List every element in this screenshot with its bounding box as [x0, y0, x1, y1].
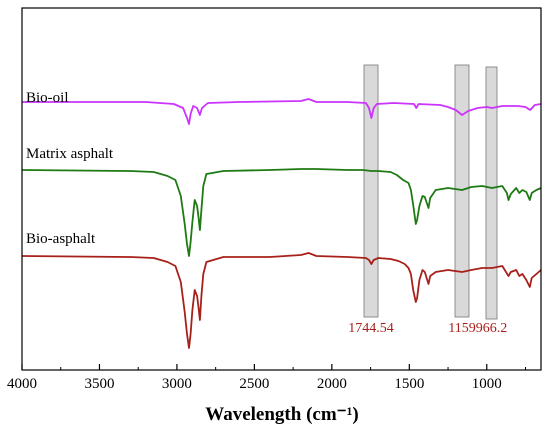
- series-labels: Bio-oil Matrix asphalt Bio-asphalt: [26, 90, 114, 247]
- x-tick-label-3500: 3500: [84, 376, 114, 392]
- series-label-bio-asphalt: Bio-asphalt: [26, 231, 96, 247]
- band-label-0: 1744.54: [348, 321, 394, 336]
- series-line-bio-oil: [22, 98, 542, 125]
- x-tick-label-3000: 3000: [162, 376, 192, 392]
- band-label-1: 1159: [448, 321, 475, 336]
- series-lines: [21, 98, 542, 349]
- band-label-2: 966.2: [476, 321, 508, 336]
- series-line-bio-asphalt: [21, 252, 542, 349]
- series-line-matrix-asphalt: [21, 168, 542, 257]
- axes: [21, 7, 542, 371]
- plot-frame: [21, 7, 542, 371]
- x-tick-label-4000: 4000: [7, 376, 37, 392]
- band-annotations: 1744.54 1159 966.2: [348, 321, 507, 336]
- series-label-matrix-asphalt: Matrix asphalt: [26, 146, 114, 162]
- x-tick-label-1000: 1000: [472, 376, 502, 392]
- highlight-band-0: [363, 64, 379, 318]
- highlight-band-1: [454, 64, 470, 318]
- x-ticks: 4000 3500 3000 2500 2000 1500 1000: [7, 364, 527, 392]
- x-tick-label-2500: 2500: [239, 376, 269, 392]
- highlight-bands: [363, 64, 498, 320]
- x-tick-label-1500: 1500: [394, 376, 424, 392]
- x-tick-label-2000: 2000: [317, 376, 347, 392]
- highlight-band-2: [485, 66, 498, 320]
- x-axis-title: Wavelength (cm⁻¹): [205, 404, 358, 425]
- series-label-bio-oil: Bio-oil: [26, 90, 69, 106]
